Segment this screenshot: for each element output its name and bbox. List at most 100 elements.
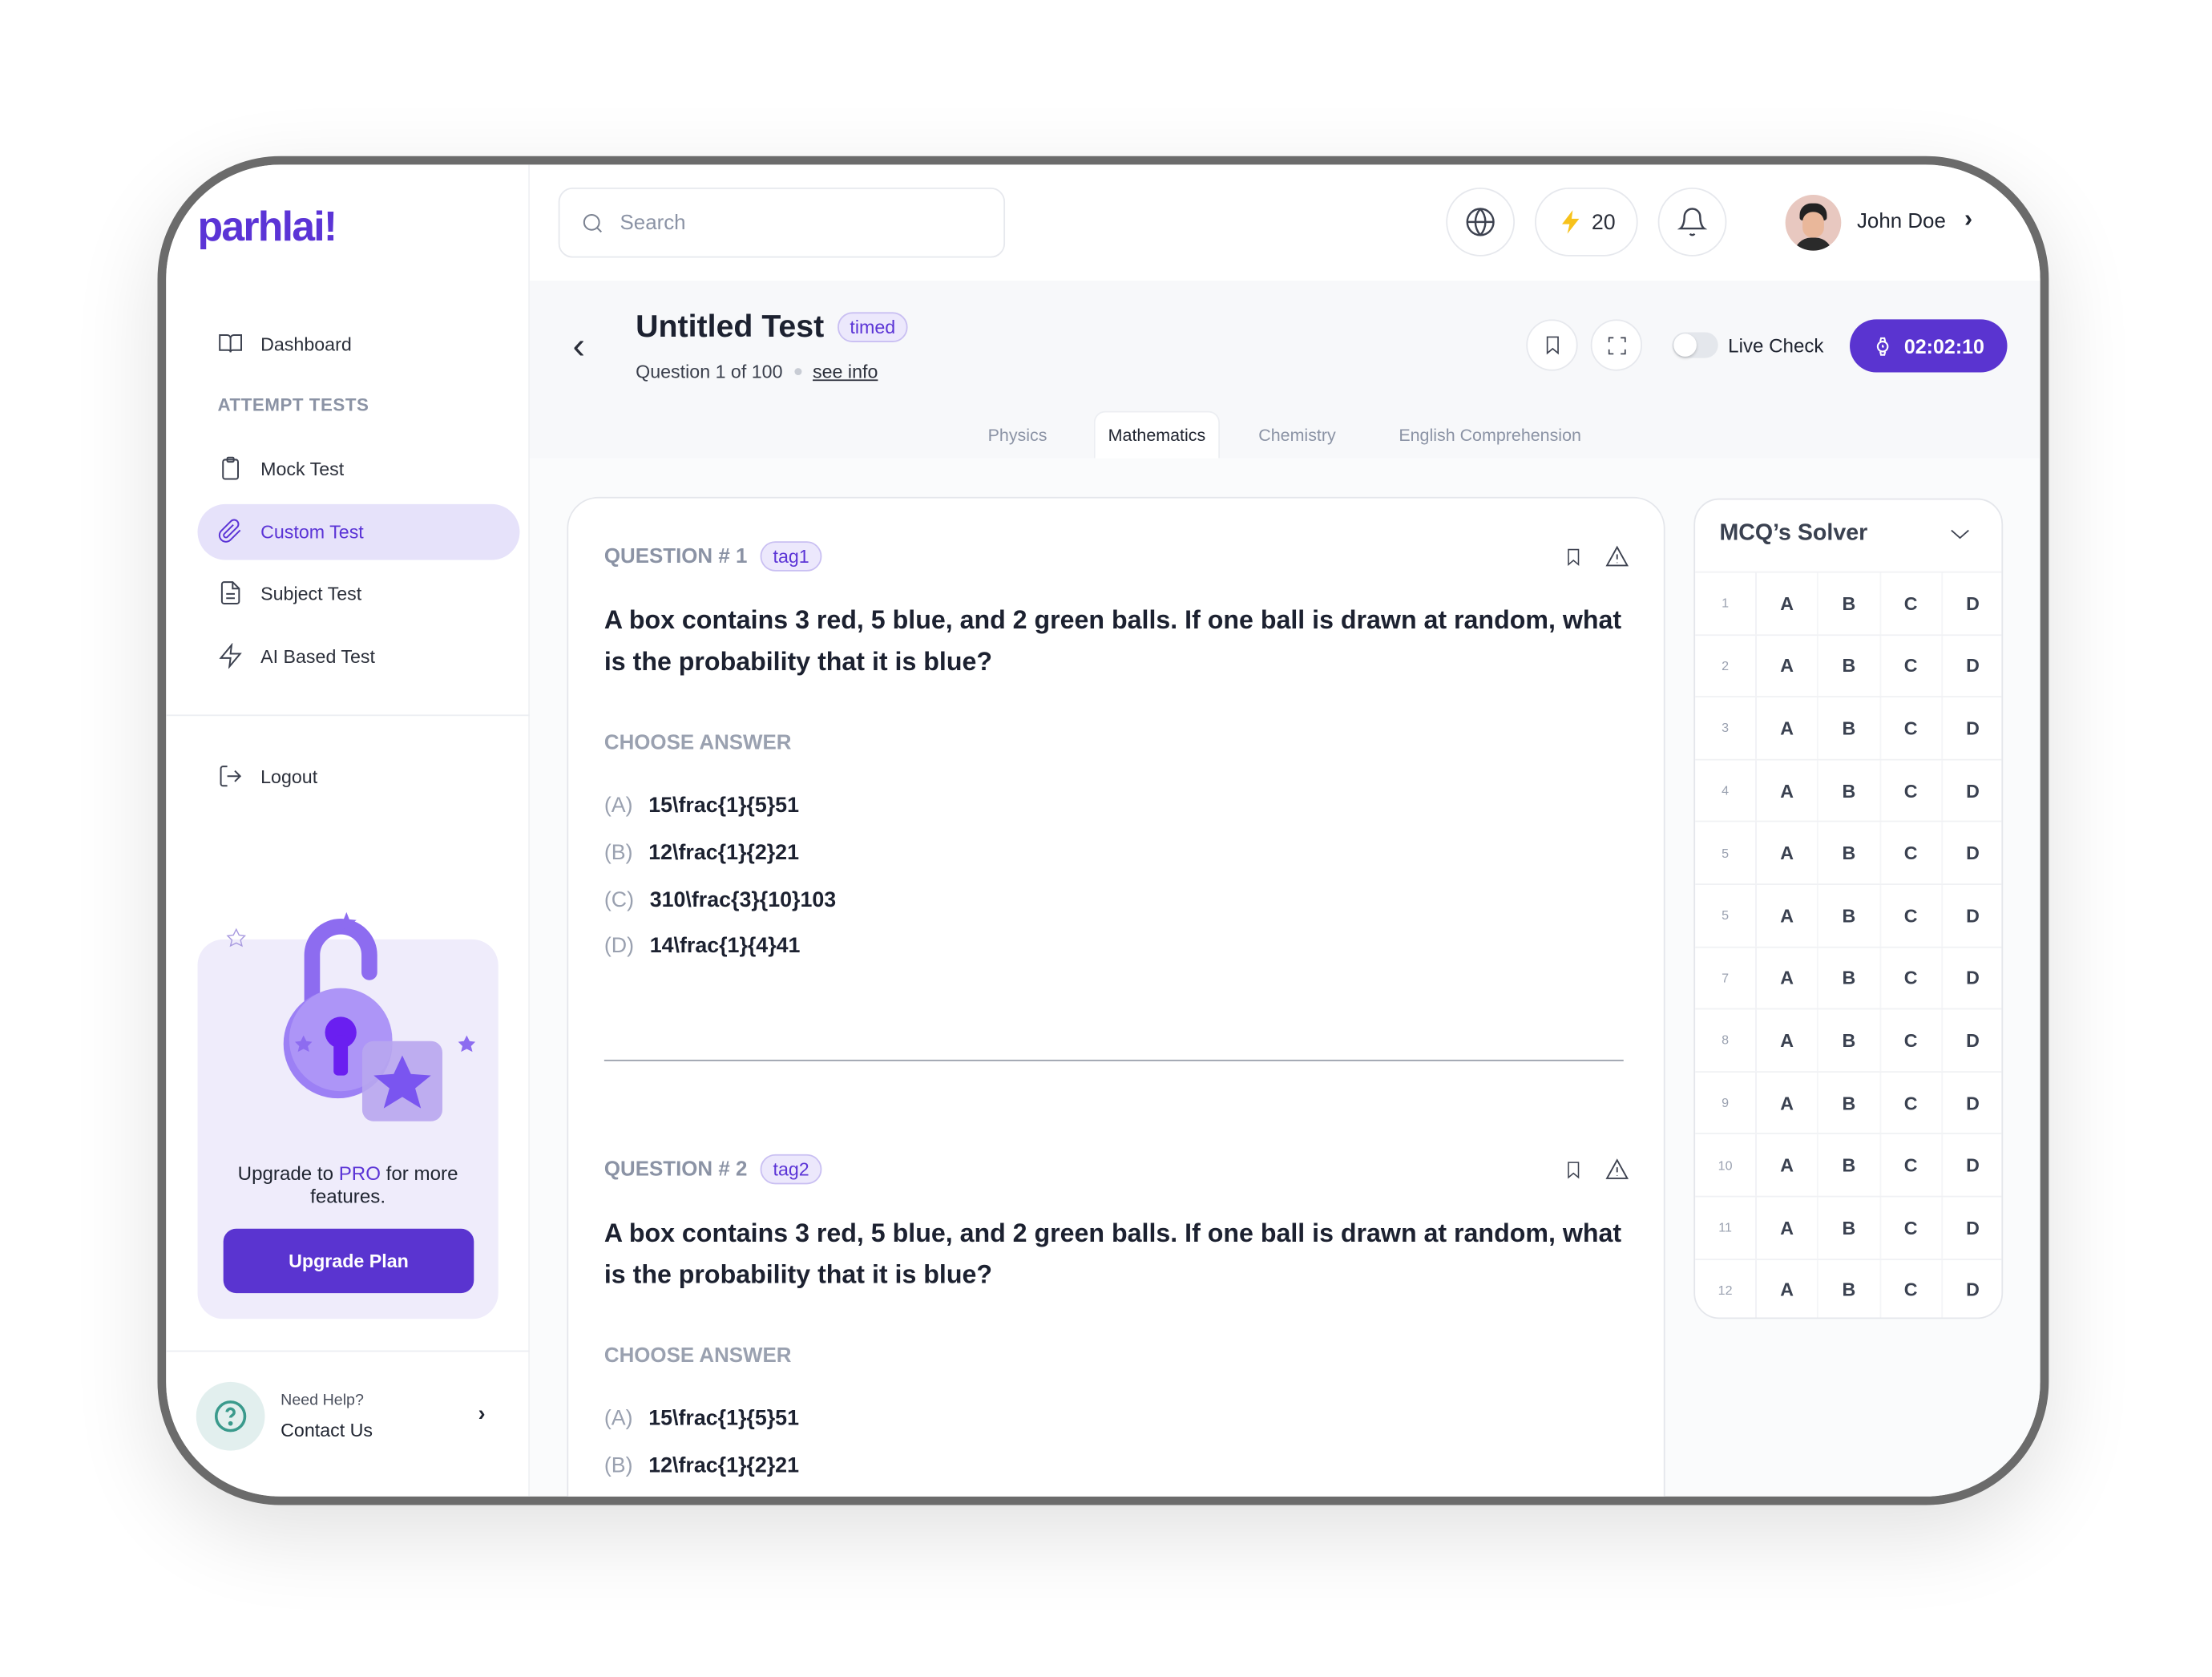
solver-choice-b[interactable]: B <box>1818 1134 1881 1196</box>
search-input[interactable]: Search <box>558 188 1006 258</box>
promo-text-1: Upgrade to <box>237 1162 339 1185</box>
notifications-button[interactable] <box>1657 188 1727 257</box>
solver-choice-b[interactable]: B <box>1818 760 1881 822</box>
answer-option-b[interactable]: (B) 12\frac{1}{2}21 <box>604 841 799 865</box>
timer-button[interactable]: 02:02:10 <box>1850 319 2008 373</box>
solver-choice-a[interactable]: A <box>1757 635 1819 697</box>
solver-choice-d[interactable]: D <box>1943 885 2002 946</box>
solver-choice-c[interactable]: C <box>1880 1134 1943 1196</box>
report-warning-icon[interactable] <box>1605 544 1629 568</box>
clipboard-icon <box>222 456 239 480</box>
user-name[interactable]: John Doe <box>1856 210 1946 234</box>
live-check-toggle[interactable] <box>1672 332 1718 358</box>
question-card: QUESTION # 1 tag1 A box contains 3 red, … <box>567 496 1665 1497</box>
logout-button[interactable]: Logout <box>218 762 317 790</box>
tab-chemistry[interactable]: Chemistry <box>1258 424 1336 445</box>
sidebar-item-ai-based-test[interactable]: AI Based Test <box>218 641 375 670</box>
solver-choice-c[interactable]: C <box>1880 760 1943 822</box>
solver-choice-d[interactable]: D <box>1943 635 2002 696</box>
solver-choice-d[interactable]: D <box>1943 822 2002 883</box>
solver-choice-a[interactable]: A <box>1757 1009 1819 1071</box>
points-badge[interactable]: 20 <box>1535 188 1638 257</box>
solver-choice-c[interactable]: C <box>1880 1072 1943 1133</box>
tab-physics[interactable]: Physics <box>987 424 1047 445</box>
solver-choice-c[interactable]: C <box>1880 884 1943 947</box>
solver-choice-c[interactable]: C <box>1880 947 1943 1008</box>
solver-choice-d[interactable]: D <box>1943 1197 2002 1258</box>
solver-choice-a[interactable]: A <box>1757 884 1819 947</box>
chevron-right-icon[interactable]: › <box>478 1401 486 1427</box>
solver-row-number: 8 <box>1695 1009 1757 1071</box>
solver-title: MCQ’s Solver <box>1719 521 1868 546</box>
answer-option-a[interactable]: (A) 15\frac{1}{5}51 <box>604 794 799 818</box>
solver-row-number: 7 <box>1695 947 1757 1008</box>
solver-choice-c[interactable]: C <box>1880 635 1943 697</box>
separator-dot <box>793 368 801 376</box>
contact-us-link[interactable]: Contact Us <box>281 1419 373 1441</box>
sidebar-item-subject-test[interactable]: Subject Test <box>218 579 361 608</box>
sidebar-item-custom-test[interactable] <box>197 503 520 560</box>
solver-choice-d[interactable]: D <box>1943 760 2002 821</box>
solver-choice-b[interactable]: B <box>1818 697 1881 759</box>
see-info-link[interactable]: see info <box>813 361 878 382</box>
solver-choice-d[interactable]: D <box>1943 573 2002 634</box>
solver-choice-b[interactable]: B <box>1818 822 1881 884</box>
solver-choice-d[interactable]: D <box>1943 1073 2002 1133</box>
upgrade-plan-button[interactable]: Upgrade Plan <box>223 1228 474 1294</box>
sidebar-item-custom-test-content[interactable]: Custom Test <box>218 517 364 546</box>
solver-choice-d[interactable]: D <box>1943 697 2002 758</box>
solver-choice-a[interactable]: A <box>1757 697 1819 759</box>
solver-choice-a[interactable]: A <box>1757 1134 1819 1196</box>
tab-english-comprehension[interactable]: English Comprehension <box>1399 424 1581 445</box>
solver-choice-a[interactable]: A <box>1757 822 1819 884</box>
solver-choice-d[interactable]: D <box>1943 948 2002 1008</box>
fullscreen-button[interactable] <box>1590 319 1643 371</box>
solver-choice-b[interactable]: B <box>1818 884 1881 947</box>
promo-text-2: for more features. <box>310 1162 458 1207</box>
avatar[interactable] <box>1785 194 1842 251</box>
solver-choice-d[interactable]: D <box>1943 1010 2002 1071</box>
solver-choice-a[interactable]: A <box>1757 1259 1819 1318</box>
solver-choice-b[interactable]: B <box>1818 635 1881 697</box>
sidebar-item-mock-test[interactable]: Mock Test <box>218 454 344 483</box>
solver-choice-c[interactable]: C <box>1880 822 1943 884</box>
solver-choice-b[interactable]: B <box>1818 1259 1881 1318</box>
language-button[interactable] <box>1446 188 1516 257</box>
answer-option-d[interactable]: (D) 14\frac{1}{4}41 <box>604 934 801 958</box>
solver-choice-d[interactable]: D <box>1943 1259 2002 1317</box>
solver-choice-c[interactable]: C <box>1880 1197 1943 1259</box>
solver-choice-c[interactable]: C <box>1880 697 1943 759</box>
answer-option-a[interactable]: (A) 15\frac{1}{5}51 <box>604 1406 799 1430</box>
tab-mathematics[interactable]: Mathematics <box>1093 410 1221 459</box>
solver-choice-c[interactable]: C <box>1880 1009 1943 1071</box>
bookmark-test-button[interactable] <box>1526 319 1578 371</box>
report-warning-icon[interactable] <box>1605 1157 1629 1181</box>
back-chevron-icon[interactable]: ‹ <box>572 323 586 367</box>
answer-option-c[interactable]: (C) 310\frac{3}{10}103 <box>604 888 836 912</box>
solver-choice-a[interactable]: A <box>1757 1197 1819 1259</box>
option-text: 12\frac{1}{2}21 <box>648 1453 799 1478</box>
promo-pro: PRO <box>338 1162 381 1185</box>
sidebar-item-label: Dashboard <box>260 333 352 355</box>
solver-choice-c[interactable]: C <box>1880 572 1943 634</box>
bookmark-icon[interactable] <box>1564 546 1584 569</box>
solver-choice-b[interactable]: B <box>1818 1009 1881 1071</box>
solver-choice-a[interactable]: A <box>1757 760 1819 822</box>
chevron-right-icon[interactable]: › <box>1964 204 1973 232</box>
option-text: 15\frac{1}{5}51 <box>648 793 799 818</box>
solver-choice-c[interactable]: C <box>1880 1259 1943 1318</box>
solver-choice-b[interactable]: B <box>1818 1072 1881 1133</box>
solver-choice-a[interactable]: A <box>1757 1072 1819 1133</box>
sidebar-item-dashboard[interactable]: Dashboard <box>218 329 352 358</box>
solver-choice-b[interactable]: B <box>1818 947 1881 1008</box>
chevron-down-icon[interactable] <box>1948 526 1972 543</box>
answer-option-b[interactable]: (B) 12\frac{1}{2}21 <box>604 1453 799 1477</box>
solver-choice-b[interactable]: B <box>1818 572 1881 634</box>
solver-choice-b[interactable]: B <box>1818 1197 1881 1259</box>
solver-choice-a[interactable]: A <box>1757 572 1819 634</box>
solver-choice-a[interactable]: A <box>1757 947 1819 1008</box>
solver-choice-d[interactable]: D <box>1943 1135 2002 1196</box>
bookmark-icon[interactable] <box>1564 1158 1584 1182</box>
